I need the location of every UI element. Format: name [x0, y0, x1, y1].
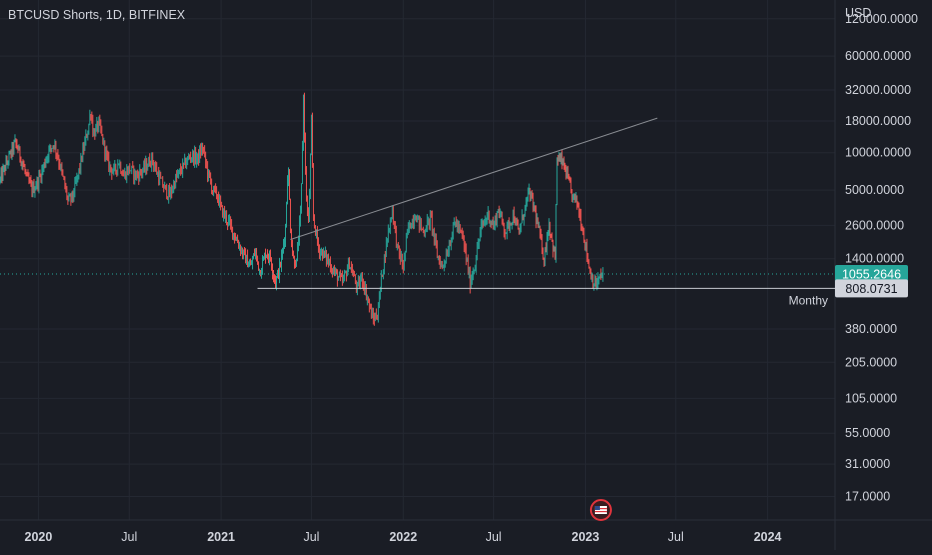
price-tick-label: 2600.0000 [845, 218, 904, 232]
price-axis[interactable]: 120000.0000 60000.0000 32000.0000 18000.000… [845, 12, 918, 504]
time-tick-label: Jul [486, 530, 502, 544]
time-tick-label: 2024 [754, 530, 782, 544]
time-tick-label: Jul [303, 530, 319, 544]
price-tick-label: 205.0000 [845, 355, 897, 369]
last-price-badge [835, 264, 908, 283]
time-axis[interactable]: 2020 Jul 2021 Jul 2022 Jul 2023 Jul 2024 [25, 530, 782, 544]
currency-label: USD [845, 6, 872, 20]
time-tick-label: 2023 [572, 530, 600, 544]
level-price-label: 808.0731 [845, 282, 897, 296]
time-tick-label: 2022 [389, 530, 417, 544]
price-tick-label: 5000.0000 [845, 183, 904, 197]
economic-event-icon[interactable] [589, 499, 612, 521]
candles [0, 92, 604, 326]
price-tick-label: 120000.0000 [845, 12, 918, 26]
level-price-badge [835, 279, 908, 298]
level-name-label: Monthy [789, 293, 828, 307]
price-tick-label: 60000.0000 [845, 49, 911, 63]
price-tick-label: 380.0000 [845, 322, 897, 336]
price-tick-label: 31.0000 [845, 457, 890, 471]
grid [0, 0, 835, 520]
time-tick-label: Jul [668, 530, 684, 544]
price-tick-label: 55.0000 [845, 426, 890, 440]
price-tick-label: 105.0000 [845, 391, 897, 405]
price-tick-label: 10000.0000 [845, 146, 911, 160]
time-tick-label: 2021 [207, 530, 235, 544]
time-tick-label: 2020 [25, 530, 53, 544]
trendline[interactable] [290, 117, 658, 240]
price-tick-label: 32000.0000 [845, 83, 911, 97]
last-price-label: 1055.2646 [842, 267, 901, 281]
chart-title: BTCUSD Shorts, 1D, BITFINEX [8, 8, 186, 22]
time-tick-label: Jul [121, 530, 137, 544]
price-tick-label: 18000.0000 [845, 114, 911, 128]
price-tick-label: 1400.0000 [845, 252, 904, 266]
price-tick-label: 17.0000 [845, 490, 890, 504]
